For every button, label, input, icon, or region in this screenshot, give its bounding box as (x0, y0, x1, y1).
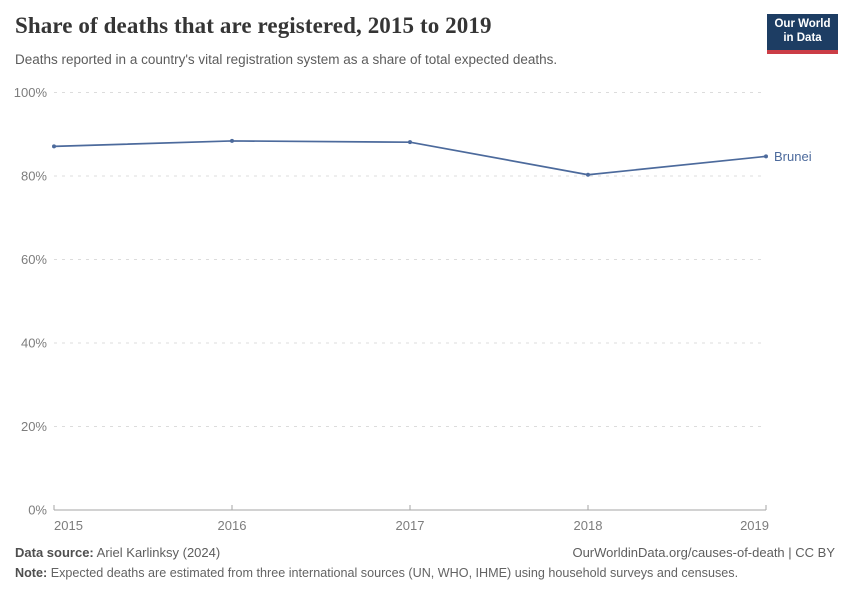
x-axis-tick-label: 2018 (574, 518, 603, 533)
chart-note: Note: Expected deaths are estimated from… (15, 566, 835, 580)
y-axis-tick-label: 20% (21, 419, 47, 434)
chart-subtitle: Deaths reported in a country's vital reg… (15, 52, 558, 67)
note-label: Note: (15, 566, 48, 580)
entity-label-brunei[interactable]: Brunei (774, 149, 812, 164)
owid-logo[interactable]: Our World in Data (767, 14, 838, 54)
owid-logo-line2: in Data (783, 32, 822, 44)
note-text: Expected deaths are estimated from three… (50, 566, 739, 580)
chart-footer: Data source: Ariel Karlinksy (2024) OurW… (15, 545, 835, 580)
line-brunei[interactable] (53, 140, 767, 176)
data-point-brunei-2016[interactable] (230, 138, 234, 143)
license-credit-link[interactable]: OurWorldinData.org/causes-of-death | CC … (572, 545, 835, 560)
y-axis-tick-label: 100% (14, 85, 48, 100)
data-source: Data source: Ariel Karlinksy (2024) (15, 545, 220, 560)
data-source-label: Data source: (15, 545, 94, 560)
y-axis-tick-label: 40% (21, 336, 47, 351)
y-axis-tick-label: 0% (28, 503, 47, 518)
y-axis-tick-label: 60% (21, 252, 47, 267)
x-axis-tick-label: 2016 (218, 518, 247, 533)
data-point-brunei-2019[interactable] (764, 154, 768, 159)
data-point-brunei-2017[interactable] (408, 140, 412, 145)
y-axis-tick-label: 80% (21, 169, 47, 184)
data-source-text: Ariel Karlinksy (2024) (96, 545, 221, 560)
data-point-brunei-2018[interactable] (586, 172, 590, 177)
chart-title: Share of deaths that are registered, 201… (15, 13, 492, 38)
x-axis-tick-label: 2017 (396, 518, 425, 533)
x-axis-tick-label: 2015 (54, 518, 83, 533)
x-axis-tick-label: 2019 (740, 518, 769, 533)
data-point-brunei-2015[interactable] (52, 144, 56, 149)
owid-logo-line1: Our World (774, 18, 831, 31)
